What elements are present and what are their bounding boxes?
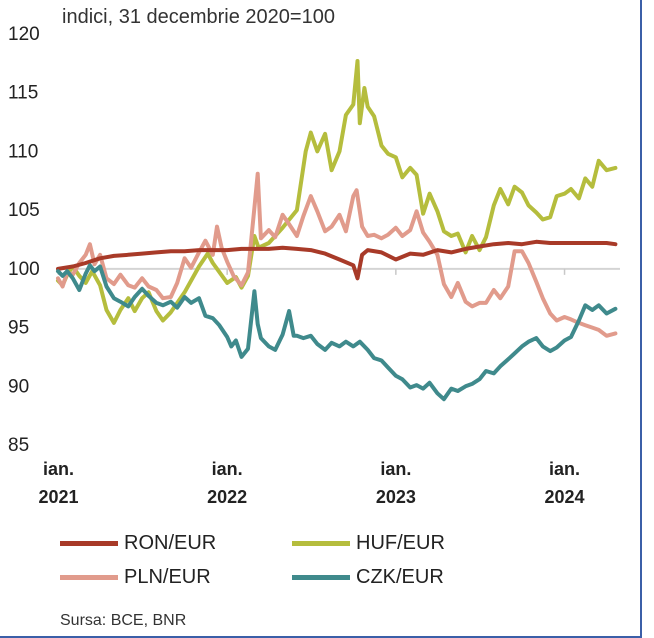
y-tick-label: 100 [8,259,40,280]
legend-ron: RON/EUR [60,532,216,555]
y-tick-label: 120 [8,24,40,45]
x-tick-label-year: 2021 [38,487,78,507]
x-tick-label-month: ian. [380,459,411,479]
x-tick-label-year: 2022 [207,487,247,507]
y-axis-ticks: 85 90 95 100 105 110 115 120 [8,24,40,456]
legend-swatch-huf [292,541,350,547]
y-tick-label: 105 [8,200,40,221]
series-line-huf [56,59,618,325]
x-tick-label-month: ian. [549,459,580,479]
y-tick-label: 85 [8,435,29,456]
x-tick-label-year: 2023 [376,487,416,507]
series-line-ron [56,239,618,281]
legend-label-huf: HUF/EUR [356,532,445,554]
legend-czk: CZK/EUR [292,566,444,589]
x-tick-label-month: ian. [43,459,74,479]
chart-subtitle: indici, 31 decembrie 2020=100 [62,6,335,28]
legend-pln: PLN/EUR [60,566,211,589]
y-tick-label: 110 [8,141,38,162]
x-tick-label-month: ian. [212,459,243,479]
legend-label-czk: CZK/EUR [356,566,444,588]
legend-swatch-czk [292,575,350,581]
legend-label-pln: PLN/EUR [124,566,211,588]
y-tick-label: 90 [8,376,29,397]
reference-line-group [57,267,620,275]
legend-swatch-ron [60,541,118,547]
series-line-pln [56,171,618,338]
y-tick-label: 115 [8,83,38,104]
series-group [56,59,618,402]
legend-huf: HUF/EUR [292,532,445,555]
legend-swatch-pln [60,575,118,581]
y-tick-label: 95 [8,318,29,339]
legend-label-ron: RON/EUR [124,532,217,554]
x-axis-ticks: ian. 2021 ian. 2022 ian. 2023 ian. 2024 [38,459,584,507]
x-tick-label-year: 2024 [545,487,585,507]
source-note: Sursa: BCE, BNR [60,612,187,629]
series-line-czk [56,263,618,402]
